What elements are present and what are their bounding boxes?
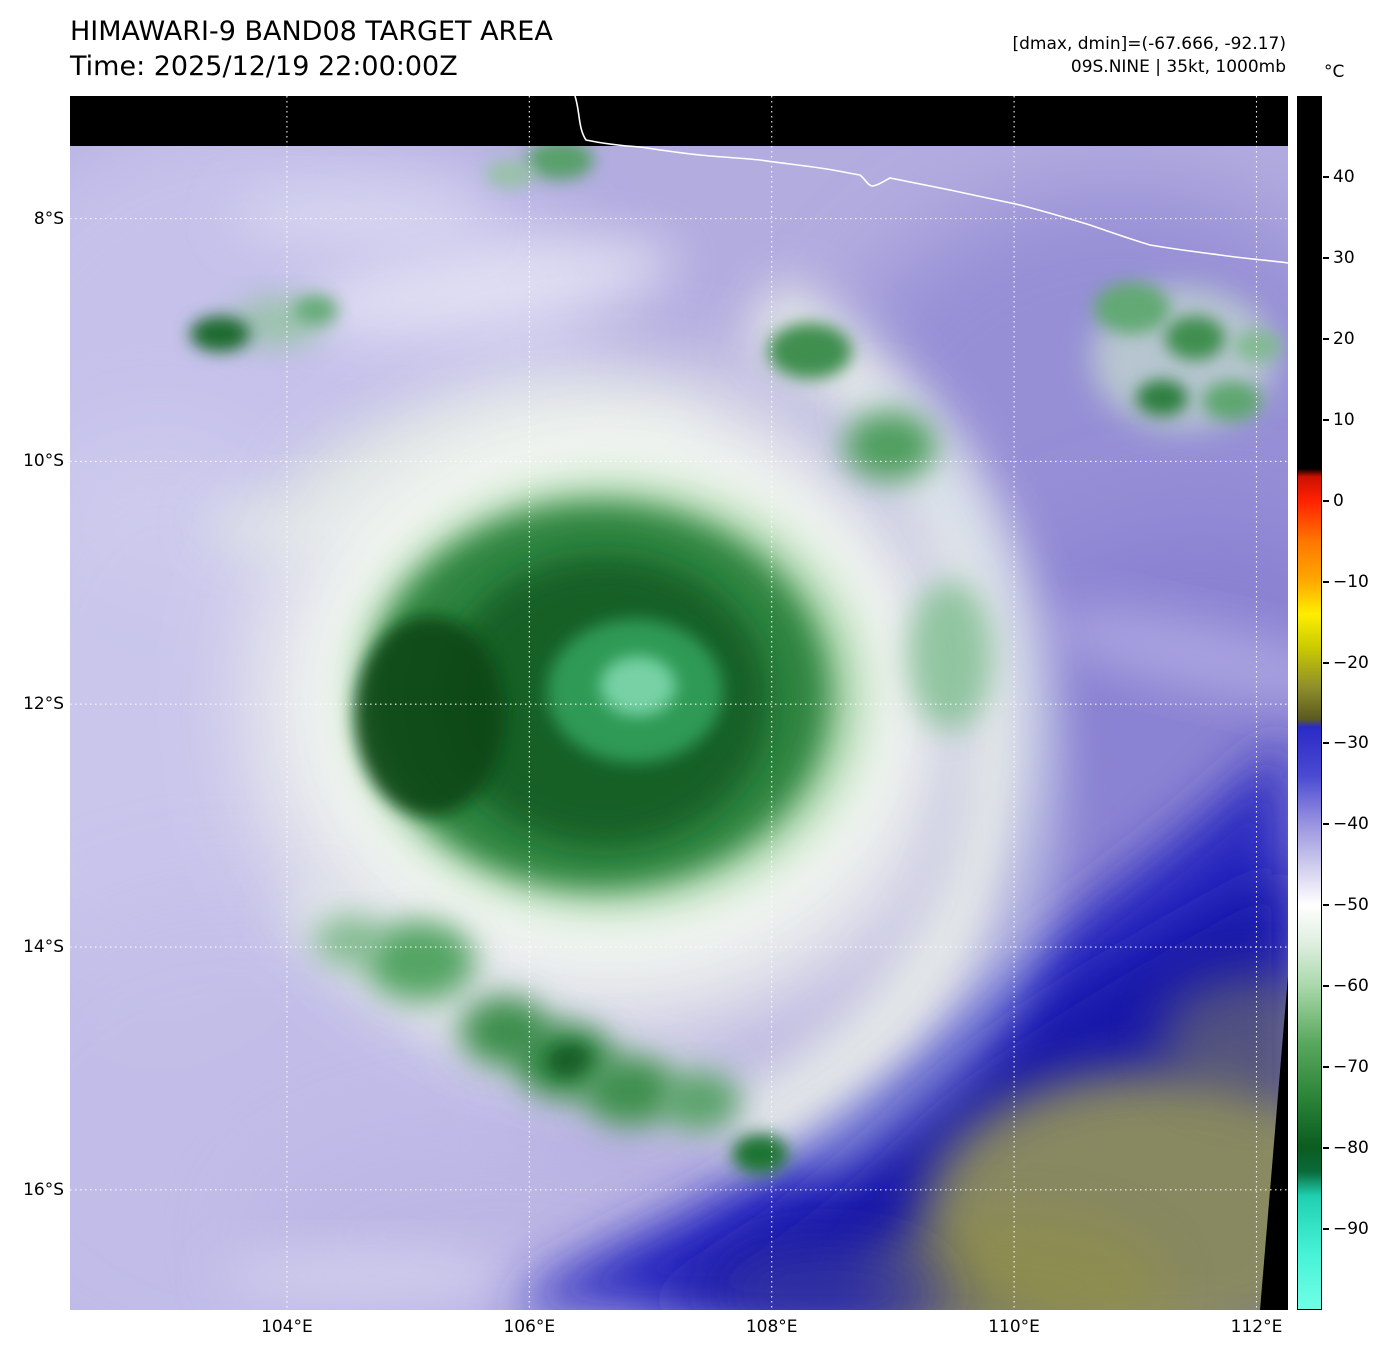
- lat-tick-label: 8°S: [33, 208, 64, 229]
- colorbar-tick-label: −60: [1333, 976, 1369, 997]
- colorbar-tick: [1323, 823, 1329, 826]
- coastline: [574, 96, 1288, 264]
- scan-edge-borders: [70, 96, 1288, 1310]
- colorbar-tick: [1323, 499, 1329, 502]
- satellite-map-svg: [70, 96, 1288, 1310]
- colorbar-tick-label: 20: [1333, 328, 1355, 349]
- colorbar-tick-label: −30: [1333, 733, 1369, 754]
- lat-tick-label: 14°S: [23, 937, 64, 957]
- colorbar-tick-label: −70: [1333, 1057, 1369, 1078]
- lat-tick-label: 10°S: [23, 451, 64, 472]
- colorbar-tick-label: −10: [1333, 571, 1369, 592]
- colorbar-tick-label: −20: [1333, 652, 1369, 673]
- colorbar-tick-label: −50: [1333, 895, 1369, 916]
- colorbar-tick: [1323, 175, 1329, 178]
- lat-tick-label: 16°S: [23, 1179, 64, 1200]
- colorbar-tick: [1323, 1228, 1329, 1231]
- colorbar-tick: [1323, 337, 1329, 340]
- page-title: HIMAWARI-9 BAND08 TARGET AREA: [70, 16, 553, 47]
- colorbar: [1297, 96, 1322, 1310]
- scattered-cells: [190, 140, 1282, 430]
- lon-tick-label: 112°E: [1230, 1317, 1283, 1337]
- colorbar-tick: [1323, 742, 1329, 745]
- colorbar-tick: [1323, 1147, 1329, 1150]
- colorbar-tick: [1323, 985, 1329, 988]
- lat-tick-label: 12°S: [23, 694, 64, 715]
- storm-cold-core: [600, 656, 676, 716]
- colorbar-tick-label: −90: [1333, 1219, 1369, 1240]
- storm-info-annotation: 09S.NINE | 35kt, 1000mb: [1070, 57, 1286, 77]
- colorbar-unit-label: °C: [1324, 62, 1345, 82]
- dmax-dmin-annotation: [dmax, dmin]=(-67.666, -92.17): [1012, 34, 1287, 54]
- colorbar-tick-label: −40: [1333, 814, 1369, 835]
- colorbar-tick-label: −80: [1333, 1138, 1369, 1159]
- colorbar-tick: [1323, 661, 1329, 664]
- colorbar-gradient: [1298, 97, 1321, 1309]
- colorbar-tick: [1323, 580, 1329, 583]
- ocean-layer: [500, 736, 1288, 1310]
- colorbar-tick-label: 30: [1333, 247, 1355, 268]
- gridlines-layer: [70, 96, 1288, 1310]
- lon-tick-label: 108°E: [745, 1317, 798, 1337]
- colorbar-tick-label: 10: [1333, 409, 1355, 430]
- annotation-block: [dmax, dmin]=(-67.666, -92.17) 09S.NINE …: [1013, 33, 1287, 79]
- colorbar-tick: [1323, 256, 1329, 259]
- colorbar-tick: [1323, 1066, 1329, 1069]
- title-block: HIMAWARI-9 BAND08 TARGET AREA Time: 2025…: [70, 14, 553, 84]
- colorbar-tick: [1323, 904, 1329, 907]
- storm-system: [250, 278, 1059, 1182]
- lon-tick-label: 110°E: [988, 1317, 1040, 1337]
- colorbar-tick-label: 0: [1333, 490, 1344, 511]
- lon-tick-label: 106°E: [503, 1317, 556, 1337]
- timestamp: Time: 2025/12/19 22:00:00Z: [70, 51, 458, 82]
- colorbar-tick-label: 40: [1333, 166, 1355, 187]
- lon-tick-label: 104°E: [261, 1317, 313, 1337]
- satellite-map: Copyright © 2020-2025 Dapiya: [70, 96, 1288, 1310]
- colorbar-tick: [1323, 418, 1329, 421]
